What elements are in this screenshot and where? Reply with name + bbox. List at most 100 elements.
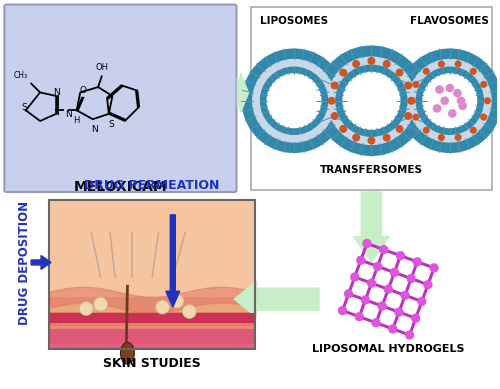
Circle shape	[340, 69, 346, 76]
Circle shape	[332, 113, 338, 119]
Text: N: N	[66, 110, 72, 119]
Circle shape	[396, 252, 404, 259]
Circle shape	[424, 127, 429, 133]
Text: S: S	[108, 120, 114, 129]
FancyArrow shape	[166, 215, 179, 307]
Circle shape	[242, 49, 346, 152]
Circle shape	[414, 258, 421, 266]
Bar	[49, 331, 256, 349]
FancyBboxPatch shape	[4, 5, 236, 192]
Bar	[49, 297, 256, 326]
Circle shape	[438, 61, 444, 67]
Text: DRUG DEPOSITION: DRUG DEPOSITION	[18, 200, 30, 324]
Text: S: S	[21, 103, 26, 112]
Text: SKIN STUDIES: SKIN STUDIES	[104, 357, 201, 370]
Text: N: N	[53, 88, 60, 96]
Circle shape	[357, 256, 365, 264]
Ellipse shape	[120, 342, 134, 364]
FancyArrow shape	[354, 192, 390, 261]
Circle shape	[396, 126, 403, 132]
Circle shape	[416, 67, 484, 134]
Circle shape	[317, 46, 426, 155]
Text: LIPOSOMES: LIPOSOMES	[260, 16, 328, 26]
Circle shape	[79, 301, 93, 315]
Circle shape	[353, 61, 360, 67]
Circle shape	[454, 89, 461, 97]
Circle shape	[408, 98, 414, 104]
Circle shape	[378, 302, 386, 310]
Circle shape	[350, 273, 358, 281]
Circle shape	[182, 305, 196, 319]
Text: CH₃: CH₃	[14, 71, 28, 80]
Circle shape	[338, 307, 346, 315]
FancyArrow shape	[234, 281, 319, 317]
Bar	[49, 329, 256, 341]
Text: N: N	[92, 125, 98, 134]
Circle shape	[343, 72, 400, 129]
Circle shape	[448, 110, 456, 117]
Text: LIPOSOMAL HYDROGELS: LIPOSOMAL HYDROGELS	[312, 344, 464, 354]
Circle shape	[413, 114, 418, 120]
FancyArrow shape	[31, 256, 51, 270]
Circle shape	[396, 69, 403, 76]
Circle shape	[456, 135, 461, 140]
Bar	[49, 200, 256, 297]
Circle shape	[170, 294, 184, 308]
Circle shape	[336, 65, 407, 136]
Circle shape	[384, 285, 392, 293]
Circle shape	[328, 57, 415, 144]
Circle shape	[407, 275, 415, 282]
Bar	[49, 313, 256, 323]
FancyBboxPatch shape	[252, 7, 492, 190]
Circle shape	[410, 98, 415, 103]
Circle shape	[413, 82, 418, 87]
Circle shape	[456, 61, 461, 67]
Circle shape	[436, 86, 443, 93]
Circle shape	[408, 60, 491, 142]
Circle shape	[481, 82, 486, 87]
Circle shape	[418, 298, 426, 305]
Circle shape	[424, 68, 429, 74]
Circle shape	[253, 60, 336, 142]
FancyArrow shape	[238, 73, 248, 113]
Circle shape	[356, 313, 363, 321]
Circle shape	[434, 105, 440, 112]
Circle shape	[384, 61, 390, 67]
Text: DRUG PERMEATION: DRUG PERMEATION	[84, 179, 220, 192]
Bar	[49, 340, 256, 344]
Circle shape	[332, 82, 338, 89]
Bar	[49, 326, 256, 349]
Circle shape	[374, 263, 382, 270]
Bar	[49, 344, 256, 349]
Text: O: O	[80, 86, 86, 95]
Circle shape	[156, 300, 170, 314]
Circle shape	[405, 113, 411, 119]
Bar	[49, 200, 256, 349]
Circle shape	[368, 279, 376, 287]
Circle shape	[406, 331, 413, 339]
Circle shape	[384, 134, 390, 141]
Bar	[49, 312, 256, 331]
Circle shape	[390, 268, 398, 277]
Circle shape	[459, 102, 466, 109]
Circle shape	[362, 296, 370, 304]
Circle shape	[368, 137, 374, 144]
Circle shape	[446, 84, 454, 91]
Circle shape	[368, 58, 374, 64]
Bar	[49, 334, 256, 338]
Circle shape	[340, 126, 346, 132]
Circle shape	[470, 68, 476, 74]
Circle shape	[395, 308, 403, 316]
Text: OH: OH	[95, 63, 108, 72]
Circle shape	[353, 134, 360, 141]
Circle shape	[344, 290, 352, 298]
Circle shape	[438, 135, 444, 140]
Text: MELOXICAM: MELOXICAM	[74, 180, 167, 194]
Circle shape	[267, 74, 321, 128]
Circle shape	[484, 98, 490, 103]
Circle shape	[372, 319, 380, 327]
Circle shape	[363, 240, 371, 247]
Circle shape	[94, 297, 108, 311]
Circle shape	[430, 264, 438, 272]
Circle shape	[389, 325, 397, 333]
